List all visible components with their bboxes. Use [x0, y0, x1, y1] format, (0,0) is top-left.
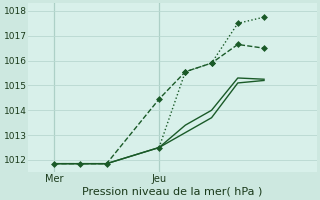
X-axis label: Pression niveau de la mer( hPa ): Pression niveau de la mer( hPa ): [82, 187, 262, 197]
